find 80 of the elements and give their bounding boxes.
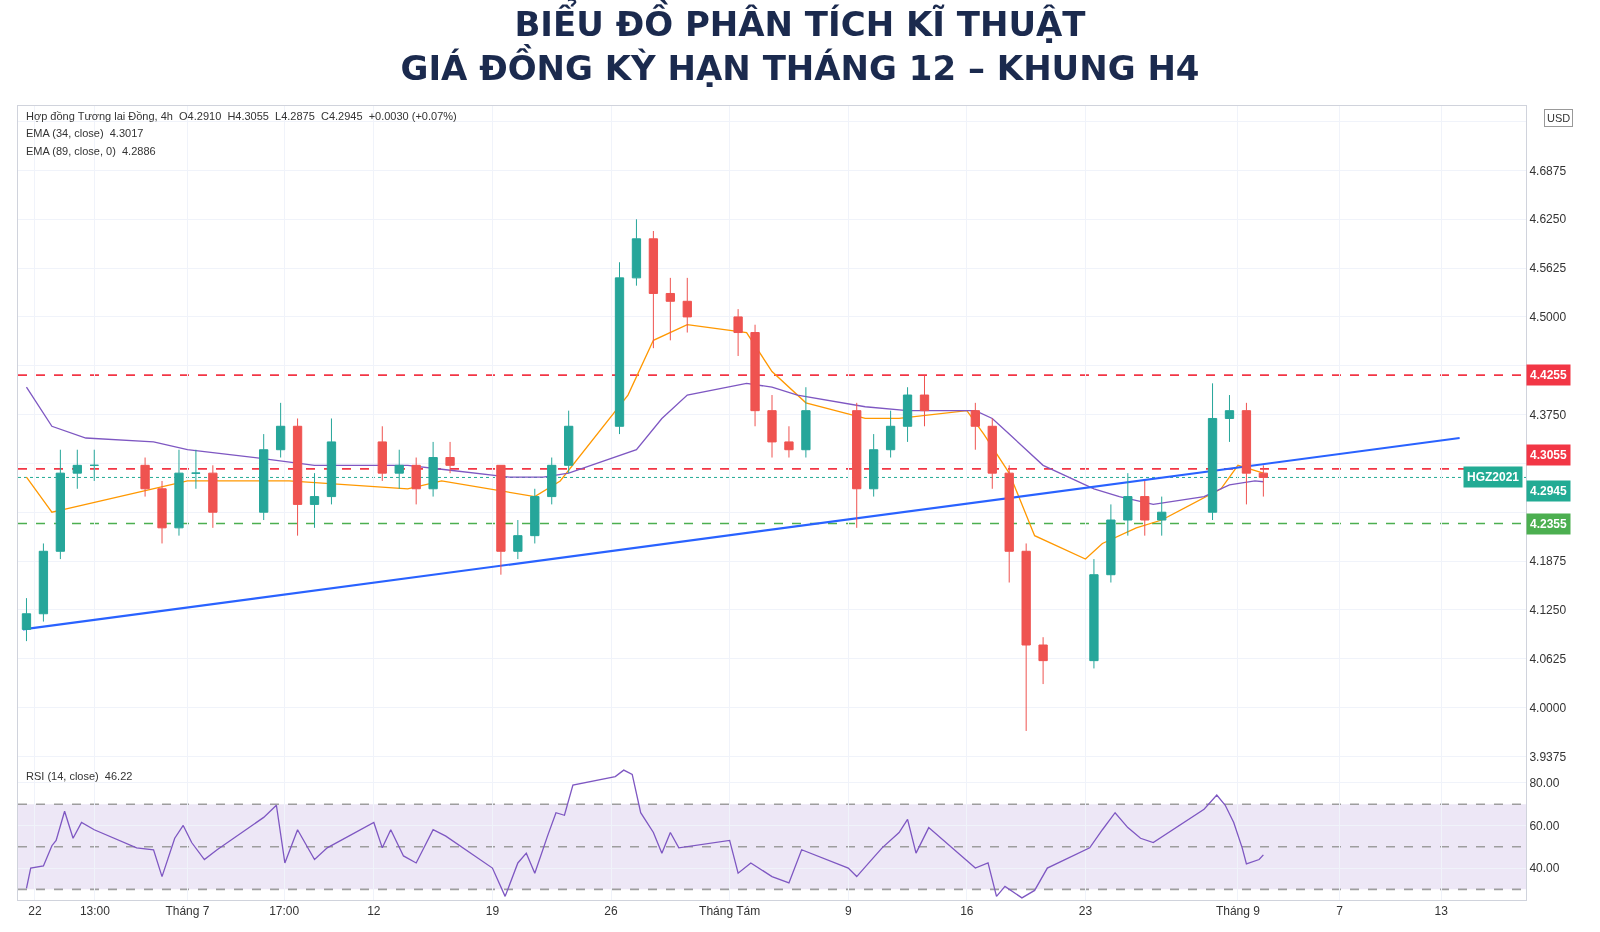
- ref-line-label: 4.2355: [1530, 517, 1568, 531]
- candlestick: [292, 417, 303, 537]
- candlestick: [157, 480, 167, 544]
- x-tick-label: 13:00: [79, 904, 111, 919]
- annotation: HGZ2021: [1467, 470, 1520, 484]
- x-tick-label: Tháng Tám: [699, 904, 761, 919]
- candlestick: [1224, 394, 1235, 443]
- candlestick: [513, 519, 523, 560]
- ref-line-label: 4.3055: [1530, 448, 1568, 462]
- y-tick-label: 4.0625: [1529, 651, 1567, 666]
- candlestick: [885, 410, 896, 459]
- candlestick: [140, 457, 150, 498]
- y-tick-label: 3.9375: [1529, 749, 1567, 764]
- ref-line-label: 4.2945: [1530, 484, 1568, 498]
- ref-line-label: 4.4255: [1530, 368, 1568, 382]
- x-tick-label: 19: [485, 904, 500, 919]
- candlestick: [970, 402, 980, 451]
- candlestick: [377, 425, 387, 482]
- x-tick-label: 16: [960, 904, 974, 919]
- y-tick-label: 60.00: [1529, 818, 1560, 833]
- candlestick: [852, 402, 862, 529]
- candlestick: [750, 324, 760, 427]
- y-tick-label: 4.3750: [1529, 407, 1567, 422]
- candlestick: [767, 394, 777, 459]
- x-tick-label: 22: [28, 904, 42, 919]
- x-tick-label: 12: [367, 904, 381, 919]
- candlestick: [564, 410, 574, 474]
- x-tick-label: 17:00: [269, 904, 300, 919]
- candlestick: [38, 542, 49, 623]
- candlestick: [530, 488, 540, 544]
- x-tick-label: 23: [1078, 904, 1093, 919]
- candlestick: [21, 597, 32, 642]
- y-tick-label: 4.5000: [1529, 310, 1567, 325]
- candlestick: [733, 308, 743, 357]
- candlestick: [275, 402, 286, 459]
- line-series: [25, 382, 1265, 506]
- candlestick: [496, 464, 506, 576]
- candlestick: [784, 425, 794, 459]
- y-tick-label: 4.1250: [1529, 603, 1567, 618]
- candlestick: [1089, 558, 1099, 669]
- candlestick: [614, 261, 625, 435]
- candlestick: [1157, 496, 1167, 537]
- candlestick: [631, 218, 642, 287]
- candlestick: [1258, 464, 1269, 498]
- x-tick-label: 7: [1336, 904, 1344, 919]
- y-tick-label: 4.6875: [1529, 163, 1567, 178]
- annotation: EMA (34, close) 4.3017: [26, 127, 144, 139]
- candlestick: [987, 417, 997, 490]
- candlestick: [1140, 480, 1150, 537]
- annotation: Hợp đồng Tương lai Đồng, 4h O4.2910 H4.3055 L4.2875 C4.2945 +0.0030 (+0.07%): [26, 110, 457, 122]
- x-tick-label: 13: [1434, 904, 1449, 919]
- y-tick-label: 80.00: [1529, 776, 1560, 791]
- candlestick: [801, 386, 811, 459]
- y-axis-title: USD: [1547, 112, 1571, 124]
- y-tick-label: 4.6250: [1529, 212, 1567, 227]
- line-series: [25, 769, 1265, 899]
- annotation: EMA (89, close, 0) 4.2886: [26, 145, 156, 157]
- x-tick-label: Tháng 9: [1215, 904, 1261, 919]
- x-tick-label: 26: [604, 904, 619, 919]
- x-tick-label: Tháng 7: [165, 904, 210, 919]
- candlestick: [1106, 503, 1116, 584]
- candlestick: [919, 375, 930, 427]
- candlestick: [174, 449, 184, 537]
- candlestick: [411, 457, 421, 505]
- y-tick-label: 4.5625: [1529, 261, 1567, 276]
- y-tick-label: 40.00: [1529, 861, 1560, 876]
- y-tick-label: 4.1875: [1529, 554, 1567, 569]
- candlestick: [648, 230, 659, 349]
- candlestick: [902, 386, 913, 443]
- y-tick-label: 4.0000: [1529, 700, 1567, 715]
- candlestick: [665, 277, 675, 341]
- candlestick: [1004, 464, 1014, 584]
- candlestick: [445, 441, 455, 474]
- candlestick: [208, 464, 218, 529]
- x-tick-label: 9: [844, 904, 852, 919]
- candlestick: [1038, 636, 1048, 685]
- annotation: RSI (14, close) 46.22: [26, 770, 133, 782]
- candlestick: [1021, 542, 1031, 732]
- candlestick: [682, 277, 692, 334]
- candlestick: [1241, 402, 1252, 505]
